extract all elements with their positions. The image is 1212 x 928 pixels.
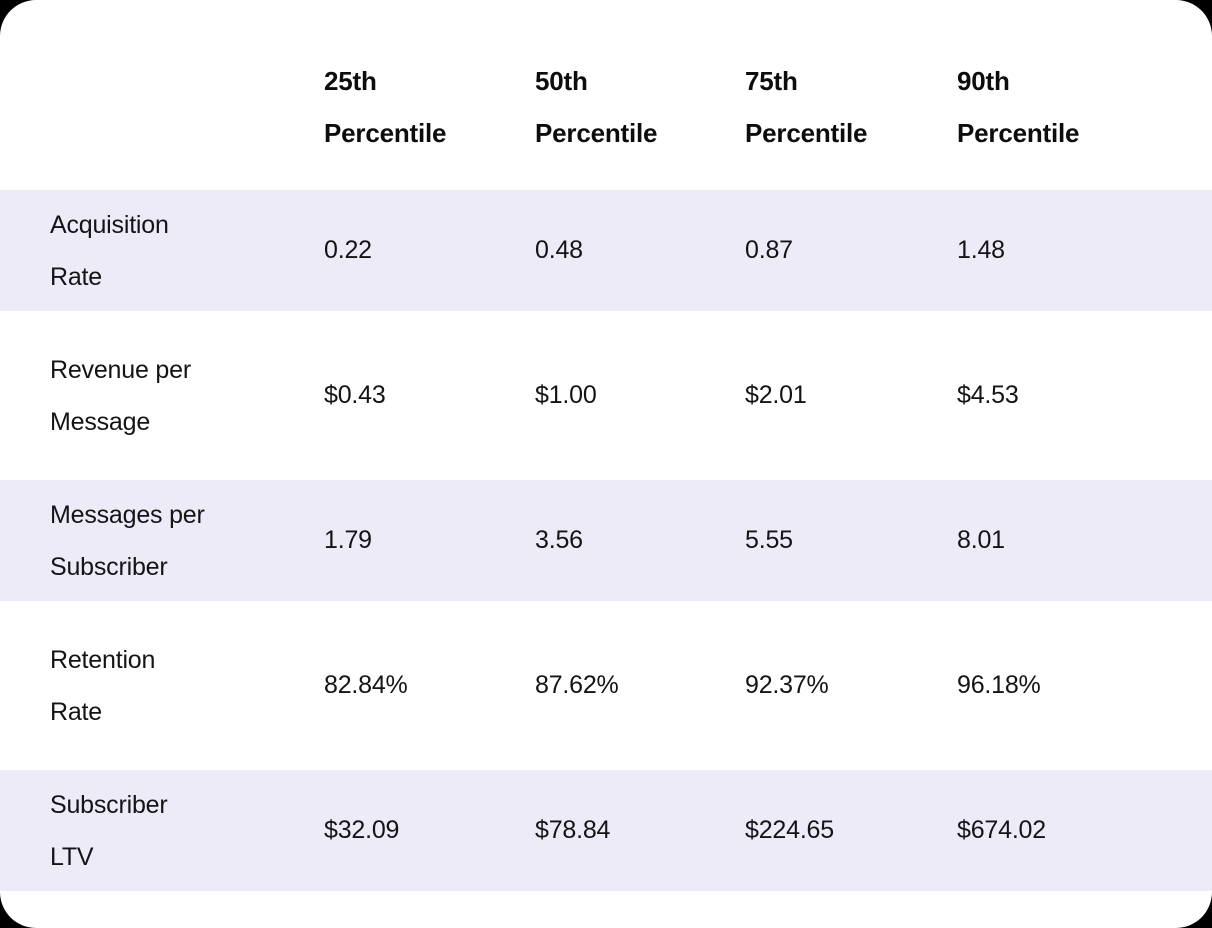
row-label: Messages per Subscriber: [50, 500, 205, 581]
cell-value: 5.55: [745, 526, 793, 554]
column-header-90th-percentile: 90th Percentile: [957, 66, 1080, 148]
cell-value: 3.56: [535, 526, 583, 554]
table-row-revenue-per-message: Revenue per Message $0.43 $1.00 $2.01 $4…: [0, 335, 1212, 456]
cell-value: 87.62%: [535, 671, 619, 699]
cell-value: 96.18%: [957, 671, 1041, 699]
row-label: Subscriber LTV: [50, 790, 168, 871]
cell-value: 0.48: [535, 236, 583, 264]
column-header-75th-percentile: 75th Percentile: [745, 66, 868, 148]
row-label-column-spacer: [50, 55, 324, 159]
cell-value: $78.84: [535, 816, 611, 844]
cell-value: $1.00: [535, 381, 597, 409]
cell-value: 0.22: [324, 236, 372, 264]
table-row-acquisition-rate: Acquisition Rate 0.22 0.48 0.87 1.48: [0, 190, 1212, 311]
table-header-row: 25th Percentile 50th Percentile 75th Per…: [0, 0, 1212, 159]
table-row-retention-rate: Retention Rate 82.84% 87.62% 92.37% 96.1…: [0, 625, 1212, 746]
row-label: Revenue per Message: [50, 355, 191, 436]
row-label: Acquisition Rate: [50, 210, 169, 291]
cell-value: 82.84%: [324, 671, 408, 699]
cell-value: 8.01: [957, 526, 1005, 554]
cell-value: 0.87: [745, 236, 793, 264]
cell-value: $2.01: [745, 381, 807, 409]
cell-value: 92.37%: [745, 671, 829, 699]
cell-value: $224.65: [745, 816, 834, 844]
table-row-subscriber-ltv: Subscriber LTV $32.09 $78.84 $224.65 $67…: [0, 770, 1212, 891]
cell-value: $0.43: [324, 381, 386, 409]
cell-value: $4.53: [957, 381, 1019, 409]
row-label: Retention Rate: [50, 645, 156, 726]
cell-value: 1.79: [324, 526, 372, 554]
column-header-50th-percentile: 50th Percentile: [535, 66, 658, 148]
cell-value: $674.02: [957, 816, 1046, 844]
table-row-messages-per-subscriber: Messages per Subscriber 1.79 3.56 5.55 8…: [0, 480, 1212, 601]
cell-value: 1.48: [957, 236, 1005, 264]
cell-value: $32.09: [324, 816, 400, 844]
column-header-25th-percentile: 25th Percentile: [324, 66, 447, 148]
